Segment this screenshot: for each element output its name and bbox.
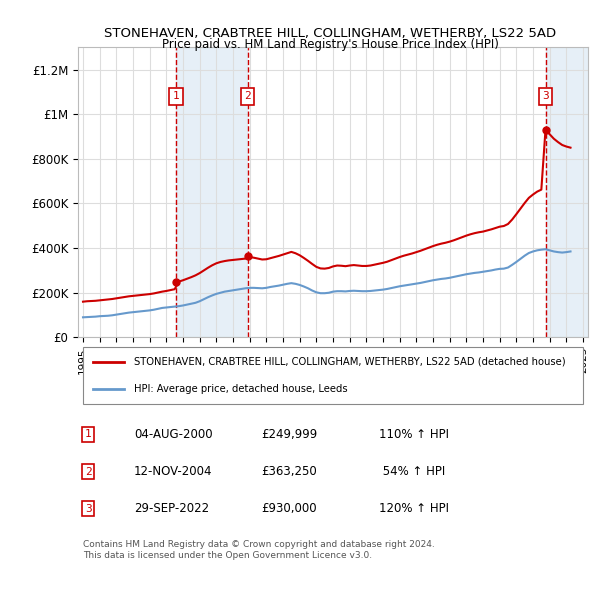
Text: 54% ↑ HPI: 54% ↑ HPI: [379, 465, 445, 478]
Bar: [176, 47, 247, 337]
Text: 120% ↑ HPI: 120% ↑ HPI: [379, 502, 449, 515]
Text: HPI: Average price, detached house, Leeds: HPI: Average price, detached house, Leed…: [134, 385, 348, 394]
Text: STONEHAVEN, CRABTREE HILL, COLLINGHAM, WETHERBY, LS22 5AD: STONEHAVEN, CRABTREE HILL, COLLINGHAM, W…: [104, 27, 556, 40]
Text: 1: 1: [85, 430, 92, 440]
Text: Contains HM Land Registry data © Crown copyright and database right 2024.
This d: Contains HM Land Registry data © Crown c…: [83, 540, 435, 559]
Bar: [545, 47, 592, 337]
Text: STONEHAVEN, CRABTREE HILL, COLLINGHAM, WETHERBY, LS22 5AD (detached house): STONEHAVEN, CRABTREE HILL, COLLINGHAM, W…: [134, 356, 566, 366]
Text: 1: 1: [173, 91, 179, 101]
Text: 2: 2: [244, 91, 251, 101]
Text: 2: 2: [85, 467, 92, 477]
Text: Price paid vs. HM Land Registry's House Price Index (HPI): Price paid vs. HM Land Registry's House …: [161, 38, 499, 51]
Text: £249,999: £249,999: [262, 428, 318, 441]
Text: 3: 3: [85, 504, 92, 514]
Text: 110% ↑ HPI: 110% ↑ HPI: [379, 428, 449, 441]
Text: 04-AUG-2000: 04-AUG-2000: [134, 428, 213, 441]
Text: £930,000: £930,000: [262, 502, 317, 515]
Text: 12-NOV-2004: 12-NOV-2004: [134, 465, 212, 478]
Text: £363,250: £363,250: [262, 465, 317, 478]
Text: 29-SEP-2022: 29-SEP-2022: [134, 502, 209, 515]
Text: 3: 3: [542, 91, 549, 101]
FancyBboxPatch shape: [83, 347, 583, 404]
